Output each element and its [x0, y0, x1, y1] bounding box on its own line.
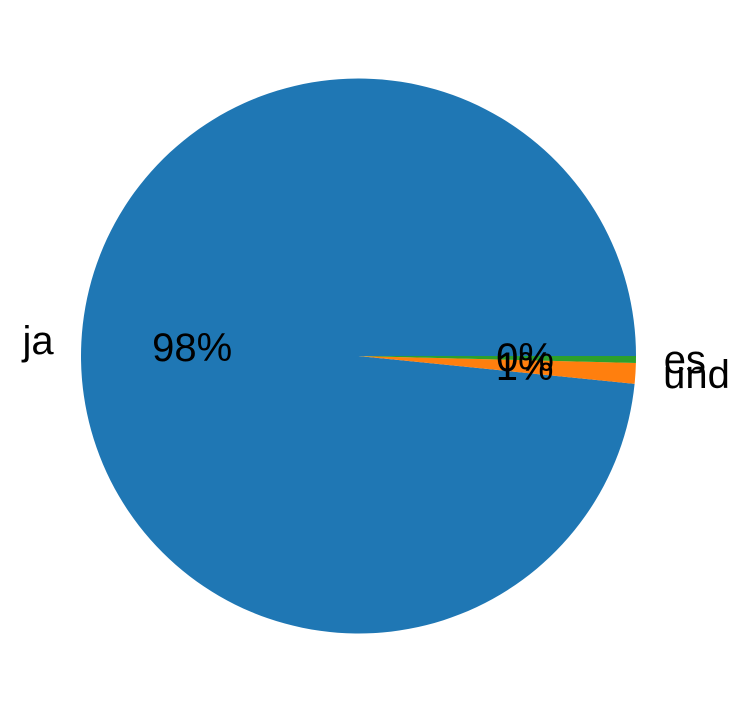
pie-slice-es	[358, 356, 636, 363]
slice-pct-ja: 98%	[152, 325, 233, 370]
pie-slice-ja	[81, 78, 637, 634]
slice-label-ja: ja	[22, 318, 54, 363]
slice-label-es: es	[663, 337, 706, 382]
slice-pct-und: 1%	[495, 344, 554, 389]
slice-label-und: und	[663, 353, 730, 398]
slice-pct-es: 0%	[496, 336, 554, 381]
pie-slice-und	[358, 356, 636, 384]
